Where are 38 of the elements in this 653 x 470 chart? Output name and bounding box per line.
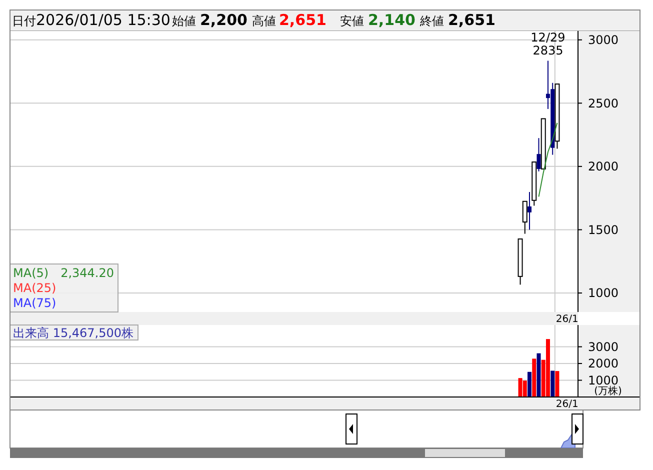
- text: 安値: [340, 14, 364, 28]
- candlestick: [536, 138, 541, 172]
- y-tick-label: 1500: [588, 222, 619, 237]
- y-tick-label: 3000: [588, 340, 619, 354]
- candlestick: [528, 192, 532, 230]
- annotation: 出来高 15,467,500株: [13, 326, 134, 340]
- text: 高値: [252, 14, 276, 28]
- text: 2,140: [368, 11, 416, 29]
- text: MA(5): [13, 266, 49, 280]
- line-series: [538, 122, 558, 198]
- bar: [555, 371, 560, 397]
- annotation: 2835: [532, 44, 564, 58]
- bar: [536, 353, 541, 397]
- y-tick-label: 2000: [588, 160, 619, 174]
- text: 26/1: [556, 314, 578, 325]
- bar: [522, 380, 527, 397]
- y-axis-title: (万株): [594, 385, 622, 397]
- text: 26/1: [556, 399, 578, 410]
- annotation: 12/29: [530, 30, 566, 45]
- y-tick-label: 3000: [588, 33, 619, 48]
- bar: [532, 358, 536, 397]
- y-tick-label: 2500: [588, 96, 619, 110]
- text: 2,200: [200, 11, 248, 29]
- candlestick: [522, 200, 528, 234]
- text: 2,651: [448, 11, 496, 29]
- bar: [550, 370, 555, 397]
- text: 2,651: [279, 11, 326, 29]
- legend-label: MA(75): [13, 296, 56, 310]
- text: 2026/01/05 15:30: [36, 11, 170, 29]
- bar: [546, 339, 550, 397]
- text: 始値: [172, 14, 196, 28]
- bar: [528, 372, 532, 397]
- y-tick-label: 1000: [588, 286, 619, 300]
- annotation: 2,344.20: [60, 266, 114, 280]
- legend-label: MA(25): [13, 281, 56, 295]
- text: 終値: [419, 14, 444, 28]
- text: 日付: [12, 14, 36, 28]
- y-tick-label: 2000: [588, 356, 619, 371]
